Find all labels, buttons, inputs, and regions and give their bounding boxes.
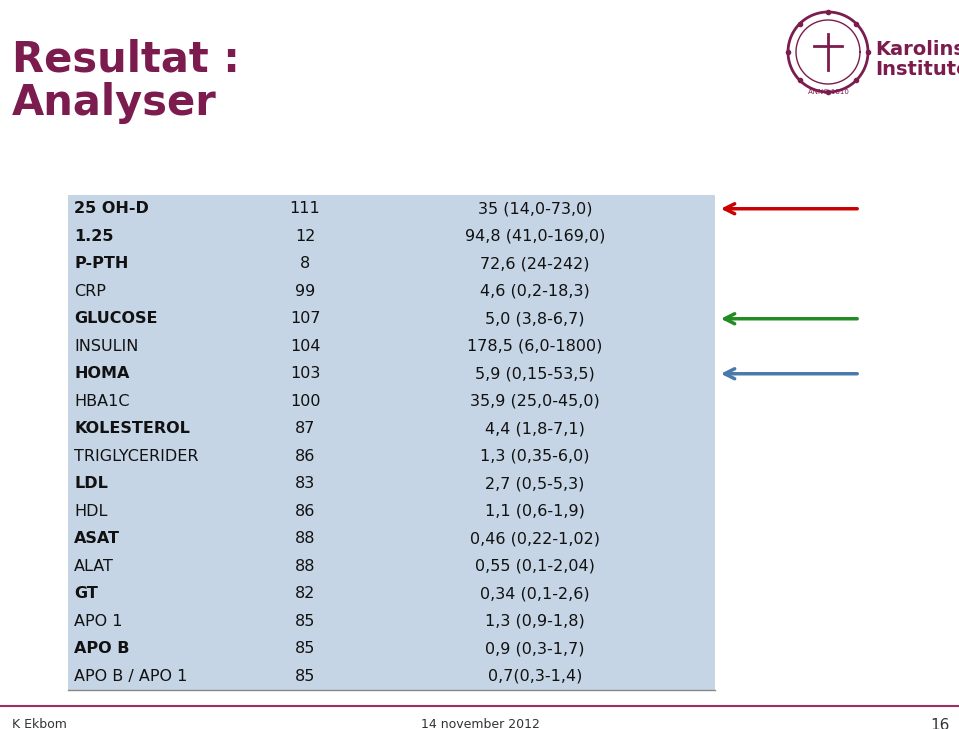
Text: 85: 85 <box>294 668 316 684</box>
Text: 87: 87 <box>294 421 316 436</box>
Text: 85: 85 <box>294 614 316 628</box>
Text: 35,9 (25,0-45,0): 35,9 (25,0-45,0) <box>470 394 600 409</box>
Text: Resultat :: Resultat : <box>12 38 240 80</box>
Text: APO B / APO 1: APO B / APO 1 <box>74 668 187 684</box>
Text: ANNO 1810: ANNO 1810 <box>807 89 849 95</box>
Text: HDL: HDL <box>74 504 107 519</box>
Text: 5,9 (0,15-53,5): 5,9 (0,15-53,5) <box>475 366 595 381</box>
Text: LDL: LDL <box>74 476 107 491</box>
Bar <box>68 388 715 415</box>
Bar <box>68 222 715 250</box>
Text: 4,4 (1,8-7,1): 4,4 (1,8-7,1) <box>485 421 585 436</box>
Text: 0,55 (0,1-2,04): 0,55 (0,1-2,04) <box>475 558 595 574</box>
Text: K Ekbom: K Ekbom <box>12 718 67 729</box>
Bar <box>68 443 715 470</box>
Text: 88: 88 <box>294 558 316 574</box>
Text: 0,34 (0,1-2,6): 0,34 (0,1-2,6) <box>480 586 590 601</box>
Text: 86: 86 <box>294 449 316 464</box>
Text: 82: 82 <box>294 586 316 601</box>
Text: GT: GT <box>74 586 98 601</box>
Text: 1,1 (0,6-1,9): 1,1 (0,6-1,9) <box>485 504 585 519</box>
Text: 0,9 (0,3-1,7): 0,9 (0,3-1,7) <box>485 642 585 656</box>
Text: 104: 104 <box>290 339 320 354</box>
Text: 178,5 (6,0-1800): 178,5 (6,0-1800) <box>467 339 602 354</box>
Text: 94,8 (41,0-169,0): 94,8 (41,0-169,0) <box>465 229 605 243</box>
Text: 88: 88 <box>294 531 316 546</box>
Text: GLUCOSE: GLUCOSE <box>74 311 157 327</box>
Text: 1,3 (0,9-1,8): 1,3 (0,9-1,8) <box>485 614 585 628</box>
Text: 111: 111 <box>290 201 320 217</box>
Bar <box>68 305 715 332</box>
Text: HOMA: HOMA <box>74 366 129 381</box>
Bar <box>68 497 715 525</box>
Text: 107: 107 <box>290 311 320 327</box>
Text: 103: 103 <box>290 366 320 381</box>
Text: CRP: CRP <box>74 284 105 299</box>
Bar <box>68 278 715 305</box>
Bar <box>68 525 715 553</box>
Text: 86: 86 <box>294 504 316 519</box>
Text: 83: 83 <box>294 476 316 491</box>
Text: TRIGLYCERIDER: TRIGLYCERIDER <box>74 449 199 464</box>
Text: INSULIN: INSULIN <box>74 339 138 354</box>
Text: 100: 100 <box>290 394 320 409</box>
Text: 0,46 (0,22-1,02): 0,46 (0,22-1,02) <box>470 531 600 546</box>
Text: 16: 16 <box>930 718 950 729</box>
Text: P-PTH: P-PTH <box>74 257 129 271</box>
Text: APO B: APO B <box>74 642 129 656</box>
Text: 2,7 (0,5-5,3): 2,7 (0,5-5,3) <box>485 476 585 491</box>
Text: 4,6 (0,2-18,3): 4,6 (0,2-18,3) <box>480 284 590 299</box>
Text: 12: 12 <box>294 229 316 243</box>
Text: ALAT: ALAT <box>74 558 114 574</box>
Text: APO 1: APO 1 <box>74 614 123 628</box>
Text: 14 november 2012: 14 november 2012 <box>421 718 539 729</box>
Text: 1.25: 1.25 <box>74 229 113 243</box>
Bar <box>68 663 715 690</box>
Text: Institutet: Institutet <box>875 60 959 79</box>
Text: 1,3 (0,35-6,0): 1,3 (0,35-6,0) <box>480 449 590 464</box>
Text: 72,6 (24-242): 72,6 (24-242) <box>480 257 590 271</box>
Text: 8: 8 <box>300 257 310 271</box>
Text: KOLESTEROL: KOLESTEROL <box>74 421 190 436</box>
Bar <box>68 360 715 388</box>
Bar <box>68 415 715 443</box>
Text: Karolinska: Karolinska <box>875 40 959 59</box>
Bar <box>68 250 715 278</box>
Text: Analyser: Analyser <box>12 82 217 124</box>
Text: 25 OH-D: 25 OH-D <box>74 201 149 217</box>
Bar <box>68 470 715 497</box>
Text: HBA1C: HBA1C <box>74 394 129 409</box>
Text: 99: 99 <box>294 284 316 299</box>
Bar <box>68 580 715 607</box>
Text: 5,0 (3,8-6,7): 5,0 (3,8-6,7) <box>485 311 585 327</box>
Bar <box>68 553 715 580</box>
Bar <box>68 607 715 635</box>
Text: 85: 85 <box>294 642 316 656</box>
Bar <box>68 195 715 222</box>
Bar <box>68 635 715 663</box>
Text: 0,7(0,3-1,4): 0,7(0,3-1,4) <box>488 668 582 684</box>
Text: 35 (14,0-73,0): 35 (14,0-73,0) <box>478 201 593 217</box>
Text: ASAT: ASAT <box>74 531 120 546</box>
Bar <box>68 332 715 360</box>
